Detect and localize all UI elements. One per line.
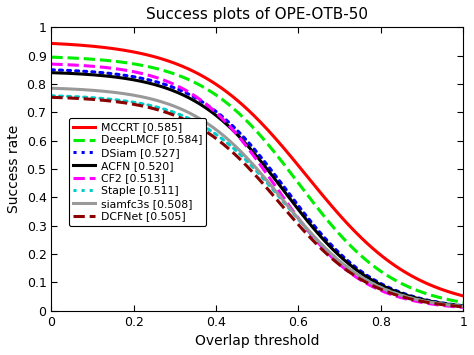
Line: ACFN [0.520]: ACFN [0.520] [51,73,463,306]
CF2 [0.513] [395,295,401,299]
DeepLMCF [0.584] [301,187,306,192]
CF2 [0.513] [294,214,300,218]
Title: Success plots of OPE-OTB-50: Success plots of OPE-OTB-50 [146,7,368,22]
siamfc3s [0.508] [50,86,55,91]
ACFN [0.520] [48,71,54,75]
DCFNet [0.505] [48,95,54,99]
siamfc3s [0.508] [301,222,306,226]
Y-axis label: Success rate: Success rate [7,125,21,213]
MCCRT [0.585] [422,280,428,285]
DCFNet [0.505] [395,294,401,298]
CF2 [0.513] [50,62,55,66]
CF2 [0.513] [48,62,54,66]
Legend: MCCRT [0.585], DeepLMCF [0.584], DSiam [0.527], ACFN [0.520], CF2 [0.513], Stapl: MCCRT [0.585], DeepLMCF [0.584], DSiam [… [69,118,206,226]
CF2 [0.513] [422,301,428,305]
DCFNet [0.505] [422,300,428,304]
DeepLMCF [0.584] [292,177,298,181]
Staple [0.511] [294,215,300,219]
ACFN [0.520] [50,71,55,75]
siamfc3s [0.508] [48,86,54,91]
DSiam [0.527] [460,304,466,308]
Staple [0.511] [48,94,54,98]
MCCRT [0.585] [292,159,298,164]
Line: MCCRT [0.585]: MCCRT [0.585] [51,43,463,296]
MCCRT [0.585] [294,161,300,165]
DSiam [0.527] [422,297,428,302]
DeepLMCF [0.584] [48,55,54,59]
MCCRT [0.585] [460,294,466,298]
DCFNet [0.505] [301,228,306,233]
Staple [0.511] [301,223,306,227]
DSiam [0.527] [292,199,298,203]
DSiam [0.527] [301,210,306,214]
DCFNet [0.505] [292,219,298,223]
Staple [0.511] [50,94,55,98]
ACFN [0.520] [395,290,401,295]
CF2 [0.513] [460,305,466,310]
MCCRT [0.585] [301,170,306,174]
DCFNet [0.505] [50,95,55,99]
ACFN [0.520] [460,304,466,308]
siamfc3s [0.508] [292,213,298,217]
DeepLMCF [0.584] [460,300,466,305]
DeepLMCF [0.584] [422,291,428,295]
Staple [0.511] [460,304,466,308]
siamfc3s [0.508] [395,292,401,296]
Line: DSiam [0.527]: DSiam [0.527] [51,70,463,306]
MCCRT [0.585] [48,41,54,45]
DSiam [0.527] [50,68,55,72]
ACFN [0.520] [301,214,306,218]
Staple [0.511] [395,292,401,296]
siamfc3s [0.508] [422,299,428,303]
Line: DeepLMCF [0.584]: DeepLMCF [0.584] [51,57,463,302]
DSiam [0.527] [294,201,300,206]
ACFN [0.520] [292,203,298,208]
ACFN [0.520] [294,205,300,209]
DCFNet [0.505] [294,220,300,225]
CF2 [0.513] [301,223,306,227]
DSiam [0.527] [48,68,54,72]
Line: Staple [0.511]: Staple [0.511] [51,96,463,306]
DSiam [0.527] [395,289,401,294]
Line: DCFNet [0.505]: DCFNet [0.505] [51,97,463,307]
DeepLMCF [0.584] [395,280,401,284]
DeepLMCF [0.584] [50,55,55,59]
siamfc3s [0.508] [460,304,466,308]
CF2 [0.513] [292,212,298,216]
DeepLMCF [0.584] [294,179,300,183]
Staple [0.511] [422,299,428,303]
Line: siamfc3s [0.508]: siamfc3s [0.508] [51,88,463,306]
siamfc3s [0.508] [294,214,300,218]
MCCRT [0.585] [395,266,401,270]
Line: CF2 [0.513]: CF2 [0.513] [51,64,463,307]
ACFN [0.520] [422,298,428,302]
MCCRT [0.585] [50,42,55,46]
DCFNet [0.505] [460,305,466,309]
Staple [0.511] [292,213,298,218]
X-axis label: Overlap threshold: Overlap threshold [195,334,319,348]
